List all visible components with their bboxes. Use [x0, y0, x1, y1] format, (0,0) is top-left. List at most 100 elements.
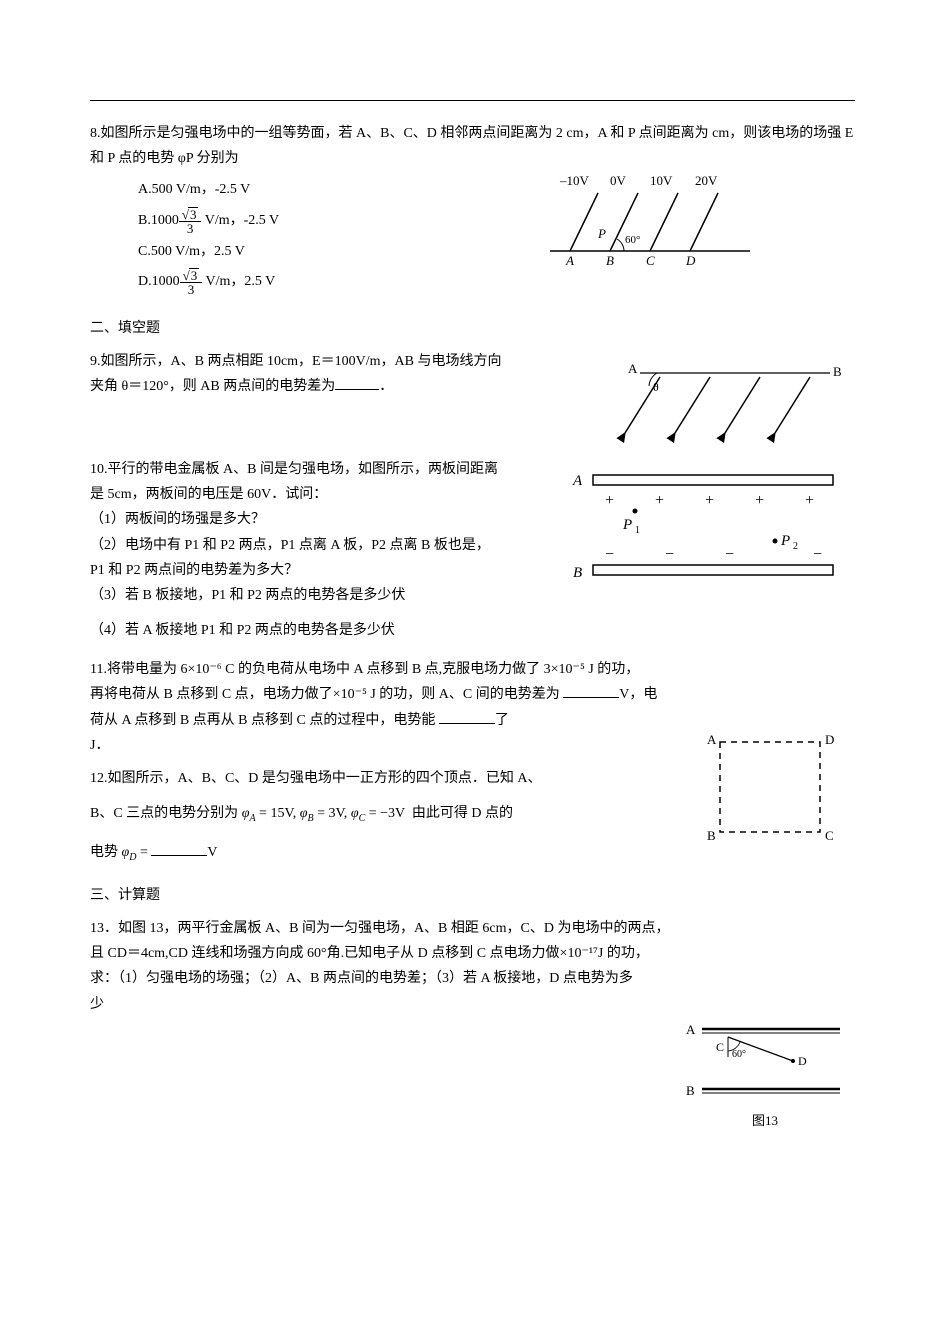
q8-d-pre: D.	[138, 274, 152, 289]
q8-b-frac: √33	[179, 207, 202, 235]
q8-lab-0: 0V	[610, 173, 627, 188]
q8-lab-B: B	[606, 253, 614, 268]
q9-theta: θ	[653, 380, 659, 394]
section-2-heading: 二、填空题	[90, 316, 855, 341]
q8-lab-C: C	[646, 253, 655, 268]
q9-l2b: ．	[379, 379, 393, 394]
q8-b-pre: B.	[138, 213, 151, 228]
q8-d-den: 3	[180, 283, 203, 296]
svg-text:+: +	[605, 492, 614, 509]
q8-choice-b: B.1000√33 V/m，-2.5 V	[138, 207, 510, 235]
q12-A: A	[707, 732, 717, 747]
q10-gap	[90, 608, 545, 618]
q8-d-post: V/m，2.5 V	[206, 274, 276, 289]
q13-caption: 图13	[752, 1109, 778, 1132]
q11-l2: 再将电荷从 B 点移到 C 点，电场力做了×10⁻⁵ J 的功，则 A、C 间的…	[90, 682, 855, 707]
q13-figure: A C 60° D B 图13	[675, 1017, 855, 1132]
q10-figure: A + + + + + P 1 P 2 − − − − B	[555, 457, 855, 585]
q10-P2: P	[780, 533, 790, 549]
q12-blank	[151, 842, 207, 856]
q8-b-post: V/m，-2.5 V	[205, 213, 279, 228]
q10-P2s: 2	[793, 541, 798, 552]
q8-choices: A.500 V/m，-2.5 V B.1000√33 V/m，-2.5 V C.…	[90, 177, 510, 299]
q13-l3: 求：（1）匀强电场的场强；（2）A、B 两点间的电势差；（3）若 A 板接地，D…	[90, 966, 855, 991]
page-rule	[90, 100, 855, 101]
svg-text:−: −	[725, 546, 734, 563]
q9-labA: A	[628, 361, 638, 376]
q10-intro2: 是 5cm，两板间的电压是 60V．试问：	[90, 482, 545, 507]
q10-p2b: P1 和 P2 两点间的电势差为多大？	[90, 558, 545, 583]
svg-text:+: +	[755, 492, 764, 509]
q13-ang: 60°	[732, 1049, 746, 1060]
q10-p2a: （2）电场中有 P1 和 P2 两点，P1 点离 A 板，P2 点离 B 板也是…	[90, 533, 545, 558]
q13-l2: 且 CD＝4cm,CD 连线和场强方向成 60°角.已知电子从 D 点移到 C …	[90, 941, 855, 966]
q12-eqC: = −3V	[365, 806, 405, 821]
question-12: 12.如图所示，A、B、C、D 是匀强电场中一正方形的四个顶点．已知 A、 B、…	[90, 722, 855, 867]
q13-C: C	[716, 1040, 724, 1054]
svg-text:+: +	[705, 492, 714, 509]
q12-eqB: = 3V,	[314, 806, 348, 821]
q8-choice-d: D.1000√33 V/m，2.5 V	[138, 268, 510, 296]
q12-phiA: φA	[242, 806, 256, 821]
q13-D: D	[798, 1054, 807, 1068]
q10-text: 10.平行的带电金属板 A、B 间是匀强电场，如图所示，两板间距离 是 5cm，…	[90, 457, 545, 643]
q8-lab-A: A	[565, 253, 574, 268]
q12-phiB: φB	[300, 806, 314, 821]
svg-text:−: −	[605, 546, 614, 563]
q9-text: 9.如图所示，A、B 两点相距 10cm，E＝100V/m，AB 与电场线方向 …	[90, 349, 585, 399]
q8-lab-10: 10V	[650, 173, 673, 188]
q9-line2: 夹角 θ＝120°，则 AB 两点间的电势差为 ．	[90, 374, 585, 399]
q8-b-den: 3	[179, 222, 202, 235]
q8-prompt: 8.如图所示是匀强电场中的一组等势面，若 A、B、C、D 相邻两点间距离为 2 …	[90, 121, 855, 171]
q12-phiC: φC	[351, 806, 365, 821]
q8-d-coef: 1000	[152, 274, 180, 289]
q12-l3a: 电势	[90, 845, 118, 860]
q12-l1: 12.如图所示，A、B、C、D 是匀强电场中一正方形的四个顶点．已知 A、	[90, 766, 675, 791]
q8-lab-m10: –10V	[559, 173, 590, 188]
q8-lab-P: P	[597, 226, 606, 241]
q10-P1: P	[622, 517, 632, 533]
q8-lab-D: D	[685, 253, 696, 268]
question-10: 10.平行的带电金属板 A、B 间是匀强电场，如图所示，两板间距离 是 5cm，…	[90, 457, 855, 643]
q11-blank1	[563, 684, 619, 698]
question-8: 8.如图所示是匀强电场中的一组等势面，若 A、B、C、D 相邻两点间距离为 2 …	[90, 121, 855, 300]
q11-l2b: V，电	[619, 687, 657, 702]
q10-intro1: 10.平行的带电金属板 A、B 间是匀强电场，如图所示，两板间距离	[90, 457, 545, 482]
q8-lab-ang: 60°	[625, 234, 640, 246]
q12-B: B	[707, 828, 716, 843]
q8-figure: –10V 0V 10V 20V P 60° A B C D	[520, 171, 780, 271]
svg-text:−: −	[665, 546, 674, 563]
q10-p1: （1）两板间的场强是多大？	[90, 507, 545, 532]
q10-labB: B	[573, 565, 582, 581]
q11-l1: 11.将带电量为 6×10⁻⁶ C 的负电荷从电场中 A 点移到 B 点,克服电…	[90, 657, 855, 682]
q12-text: 12.如图所示，A、B、C、D 是匀强电场中一正方形的四个顶点．已知 A、 B、…	[90, 722, 675, 867]
question-9: 9.如图所示，A、B 两点相距 10cm，E＝100V/m，AB 与电场线方向 …	[90, 349, 855, 443]
q12-l2b: 由此可得 D 点的	[412, 806, 513, 821]
svg-text:+: +	[655, 492, 664, 509]
q12-D: D	[825, 732, 834, 747]
q13-B: B	[686, 1083, 695, 1098]
q13-A: A	[686, 1022, 696, 1037]
q12-figure: A D B C	[685, 722, 855, 852]
q12-eqD: =	[136, 845, 151, 860]
q10-labA: A	[572, 473, 583, 489]
q12-eqA: = 15V,	[256, 806, 297, 821]
q12-phiD: φD	[122, 845, 137, 860]
q12-l3b: V	[207, 845, 217, 860]
question-13: 13．如图 13，两平行金属板 A、B 间为一匀强电场，A、B 相距 6cm，C…	[90, 916, 855, 1132]
q9-l2a: 夹角 θ＝120°，则 AB 两点间的电势差为	[90, 379, 335, 394]
q8-lab-20: 20V	[695, 173, 718, 188]
q10-P1s: 1	[635, 525, 640, 536]
q8-d-frac: √33	[180, 268, 203, 296]
q12-C: C	[825, 828, 834, 843]
q8-b-coef: 1000	[151, 213, 179, 228]
q13-l4: 少	[90, 992, 855, 1017]
q9-blank	[335, 376, 379, 390]
q11-l2a: 再将电荷从 B 点移到 C 点，电场力做了×10⁻⁵ J 的功，则 A、C 间的…	[90, 687, 563, 702]
q12-l2: B、C 三点的电势分别为 φA = 15V, φB = 3V, φC = −3V…	[90, 801, 675, 828]
q10-p4: （4）若 A 板接地 P1 和 P2 两点的电势各是多少伏	[90, 618, 545, 643]
q12-l3: 电势 φD = V	[90, 840, 675, 867]
q9-labB: B	[833, 364, 842, 379]
q9-line1: 9.如图所示，A、B 两点相距 10cm，E＝100V/m，AB 与电场线方向	[90, 349, 585, 374]
section-3-heading: 三、计算题	[90, 883, 855, 908]
